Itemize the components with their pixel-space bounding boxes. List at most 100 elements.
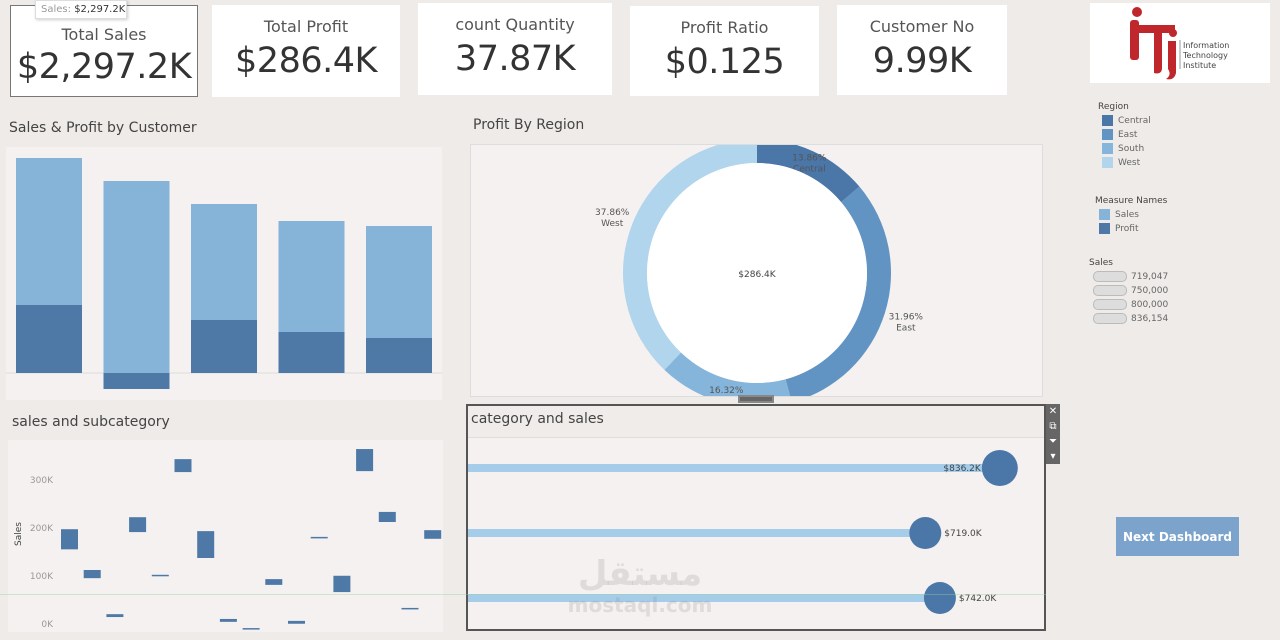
swatch xyxy=(1099,209,1110,220)
slice-region-label: West xyxy=(601,219,624,229)
watermark-arabic: مستقل xyxy=(577,554,703,594)
legend-label: 719,047 xyxy=(1131,271,1169,282)
sales-bar xyxy=(103,181,170,373)
legend-label: 800,000 xyxy=(1131,299,1169,310)
gantt-bar xyxy=(333,575,351,593)
gantt-bar xyxy=(310,536,328,539)
y-tick-label: 200K xyxy=(30,524,54,534)
kpi-value: $0.125 xyxy=(664,42,785,82)
kpi-customer-no[interactable]: Customer No 9.99K xyxy=(837,5,1007,95)
slice-percent-label: 31.96% xyxy=(889,313,924,323)
close-icon[interactable]: ✕ xyxy=(1048,406,1058,417)
logo-text: Technology xyxy=(1183,51,1228,60)
swatch xyxy=(1102,143,1113,154)
gantt-bar xyxy=(129,517,147,533)
donut-slice-west xyxy=(623,145,757,370)
gantt-bar xyxy=(83,570,101,579)
legend-item-sales[interactable]: Sales xyxy=(1099,209,1167,220)
logo-text: Institute xyxy=(1183,61,1217,70)
legend-item: 750,000 xyxy=(1093,285,1168,296)
lollipop-value-label: $742.0K xyxy=(959,594,997,604)
swatch xyxy=(1102,129,1113,140)
legend-label: 836,154 xyxy=(1131,313,1169,324)
gantt-bar xyxy=(424,530,442,539)
gantt-bar xyxy=(197,531,215,558)
kpi-title: count Quantity xyxy=(455,15,575,34)
measure-legend: Measure Names Sales Profit xyxy=(1095,196,1167,234)
swatch xyxy=(1102,157,1113,168)
watermark: مستقل mostaql.com xyxy=(560,555,720,617)
region-donut-svg: 13.86%Central31.96%East16.32%South37.86%… xyxy=(595,145,924,396)
swatch xyxy=(1102,115,1113,126)
gantt-bar xyxy=(356,449,374,472)
gantt-bar xyxy=(219,618,237,622)
profit-bar xyxy=(16,305,82,373)
sales-size-legend: Sales 719,047 750,000 800,000 836,154 xyxy=(1089,258,1168,324)
subcategory-chart-svg: 0K 100K 200K 300K Sales xyxy=(14,449,442,630)
legend-item-central[interactable]: Central xyxy=(1102,115,1151,126)
legend-label: East xyxy=(1118,129,1138,140)
y-tick-label: 0K xyxy=(41,620,54,630)
y-tick-label: 300K xyxy=(30,476,54,486)
size-pill xyxy=(1093,313,1127,324)
legend-label: 750,000 xyxy=(1131,285,1169,296)
customer-chart xyxy=(6,147,442,400)
filter-icon[interactable]: ⏷ xyxy=(1049,436,1057,447)
kpi-value: $286.4K xyxy=(235,41,377,81)
region-legend: Region Central East South West xyxy=(1098,102,1151,168)
gantt-bar xyxy=(151,574,169,577)
legend-title: Region xyxy=(1098,102,1129,112)
legend-label: Central xyxy=(1118,115,1151,126)
legend-item-west[interactable]: West xyxy=(1102,157,1151,168)
donut-slice-south xyxy=(664,352,791,396)
dropdown-icon[interactable]: ▾ xyxy=(1050,451,1056,462)
profit-bar xyxy=(278,332,345,373)
lollipop-dot xyxy=(981,450,1018,486)
slice-region-label: East xyxy=(896,324,916,334)
legend-item: 836,154 xyxy=(1093,313,1168,324)
kpi-count-quantity[interactable]: count Quantity 37.87K xyxy=(418,3,612,95)
gantt-bar xyxy=(106,614,124,618)
subcategory-chart: 0K 100K 200K 300K Sales xyxy=(8,440,443,632)
gantt-bar xyxy=(265,579,283,585)
iti-logo: Information Technology Institute xyxy=(1090,3,1270,83)
gantt-bar xyxy=(242,628,260,630)
kpi-total-profit[interactable]: Total Profit $286.4K xyxy=(212,5,400,97)
legend-label: West xyxy=(1118,157,1141,168)
next-dashboard-button[interactable]: Next Dashboard xyxy=(1116,517,1239,556)
watermark-latin: mostaql.com xyxy=(567,593,713,617)
kpi-value: 37.87K xyxy=(454,39,576,79)
resize-handle[interactable] xyxy=(738,395,774,403)
kpi-total-sales[interactable]: Total Sales $2,297.2K xyxy=(10,5,198,97)
legend-title: Sales xyxy=(1089,258,1113,268)
lollipop-bar xyxy=(468,529,926,537)
tooltip-value: $2,297.2K xyxy=(74,4,126,15)
tooltip-label: Sales: xyxy=(41,4,71,15)
slice-percent-label: 37.86% xyxy=(595,208,630,218)
donut-center-label: $286.4K xyxy=(738,270,776,280)
size-pill xyxy=(1093,271,1127,282)
legend-item-south[interactable]: South xyxy=(1102,143,1151,154)
customer-chart-svg xyxy=(6,158,442,389)
kpi-title: Customer No xyxy=(869,17,975,36)
slice-percent-label: 16.32% xyxy=(709,386,744,396)
kpi-profit-ratio[interactable]: Profit Ratio $0.125 xyxy=(630,6,819,96)
legend-label: South xyxy=(1118,143,1145,154)
legend-item-east[interactable]: East xyxy=(1102,129,1151,140)
swatch xyxy=(1099,223,1110,234)
popout-icon[interactable]: ⧉ xyxy=(1049,421,1057,432)
kpi-title: Total Profit xyxy=(263,17,349,36)
category-chart-svg: $836.2K $719.0K $742.0K xyxy=(468,450,1018,614)
category-chart[interactable]: category and sales $836.2K $719.0K $742.0K xyxy=(466,404,1046,631)
kpi-value: $2,297.2K xyxy=(16,47,192,87)
chart-toolbar: ✕ ⧉ ⏷ ▾ xyxy=(1046,404,1060,464)
logo-text: Information xyxy=(1183,41,1230,50)
kpi-value: 9.99K xyxy=(872,41,972,81)
profit-bar xyxy=(191,320,257,373)
category-chart-header: category and sales xyxy=(468,406,1044,438)
size-pill xyxy=(1093,299,1127,310)
legend-item-profit[interactable]: Profit xyxy=(1099,223,1167,234)
gantt-bar xyxy=(61,529,78,550)
legend-label: Profit xyxy=(1115,223,1139,234)
lollipop-value-label: $719.0K xyxy=(944,529,982,539)
